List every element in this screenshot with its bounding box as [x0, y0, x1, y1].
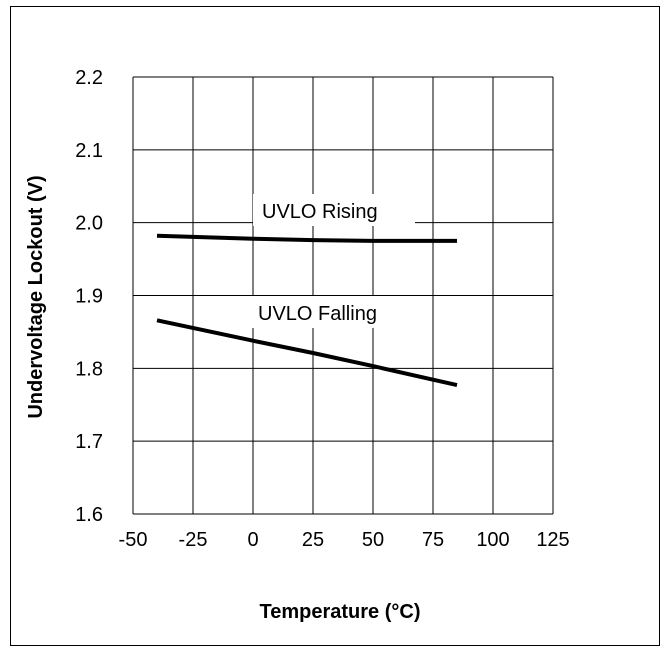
- x-tick-label: 50: [362, 529, 384, 551]
- x-tick-label: 100: [476, 529, 509, 551]
- x-tick-label: 125: [536, 529, 569, 551]
- annotation-layer: UVLO Rising UVLO Falling: [250, 194, 418, 328]
- x-axis-title: Temperature (°C): [260, 601, 421, 623]
- series-layer: [156, 233, 458, 388]
- grid-layer: [132, 76, 554, 515]
- annotation-rising: UVLO Rising: [262, 201, 378, 223]
- annotation-falling-bg: [250, 296, 418, 328]
- x-tick-label: -50: [119, 529, 148, 551]
- y-tick-label: 1.9: [75, 286, 103, 308]
- y-tick-label: 2.0: [75, 213, 103, 235]
- x-tick-label: -25: [179, 529, 208, 551]
- x-tick-label: 25: [302, 529, 324, 551]
- series-line-uvlo-falling: [156, 318, 458, 388]
- y-tick-label: 1.8: [75, 358, 103, 380]
- y-axis-title: Undervoltage Lockout (V): [25, 175, 47, 418]
- uvlo-chart: -50 -25 0 25 50 75 100 125 1.6 1.7 1.8 1.9 2.0 2.1 2.2…: [25, 67, 570, 623]
- series-line-uvlo-rising: [156, 233, 457, 243]
- annotation-rising-bg: [253, 194, 415, 226]
- y-tick-label: 2.1: [75, 140, 103, 162]
- y-tick-label: 1.6: [75, 504, 103, 526]
- annotation-falling: UVLO Falling: [258, 303, 377, 325]
- y-tick-label: 2.2: [75, 67, 103, 89]
- tick-layer: -50 -25 0 25 50 75 100 125 1.6 1.7 1.8 1.9 2.0 2.1 2.2: [75, 67, 570, 551]
- x-tick-label: 0: [247, 529, 258, 551]
- y-tick-label: 1.7: [75, 431, 103, 453]
- x-tick-label: 75: [422, 529, 444, 551]
